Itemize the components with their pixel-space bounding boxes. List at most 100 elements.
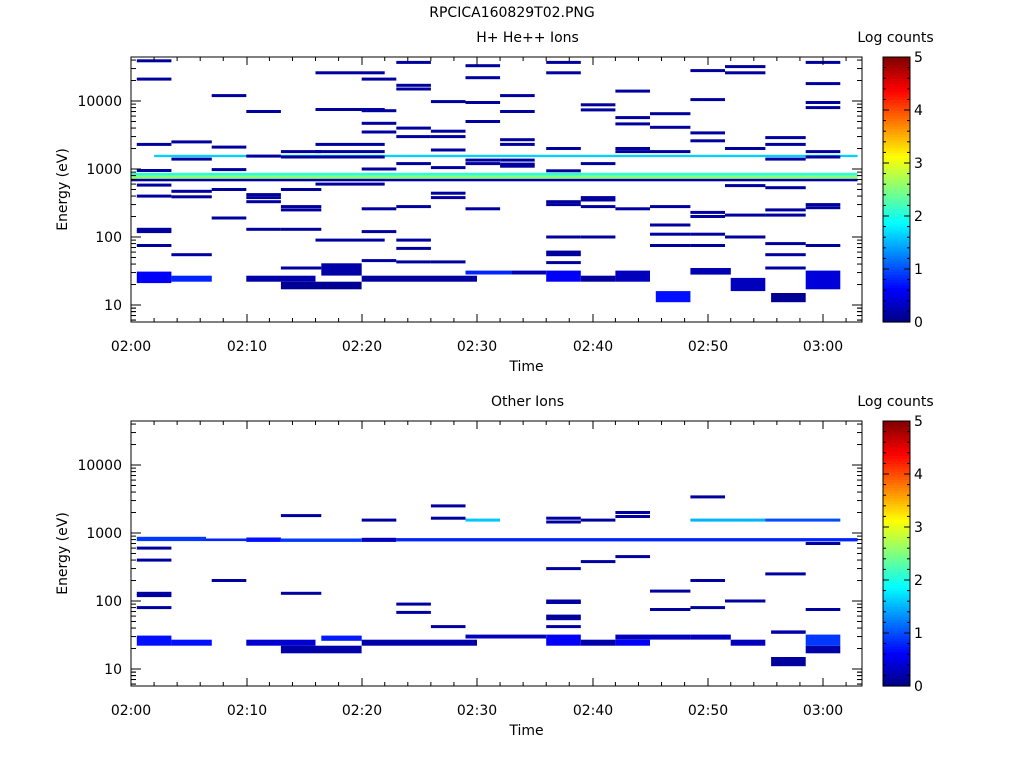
y-axis-label: Energy (eV): [55, 512, 71, 595]
colorbar-step: [883, 144, 910, 148]
colorbar-step: [883, 218, 910, 222]
heatmap-line: [546, 516, 581, 520]
colorbar-step: [883, 282, 910, 286]
colorbar-step: [883, 519, 910, 523]
colorbar-step: [883, 619, 910, 623]
heatmap-cell: [730, 277, 766, 292]
heatmap-line: [136, 244, 172, 247]
heatmap-line: [136, 77, 172, 81]
colorbar-step: [883, 516, 910, 520]
heatmap-line: [136, 230, 172, 234]
colorbar-step: [883, 550, 910, 555]
heatmap-line: [430, 129, 466, 133]
heatmap-line: [246, 154, 281, 158]
colorbar-step: [883, 444, 910, 449]
heatmap-cell: [730, 639, 766, 646]
heatmap-line: [465, 76, 501, 80]
colorbar-step: [883, 617, 910, 621]
colorbar-step: [883, 91, 910, 95]
colorbar-step: [883, 107, 910, 111]
colorbar-step: [883, 672, 910, 676]
heatmap-line: [580, 103, 616, 107]
heatmap-line: [465, 64, 501, 68]
colorbar-step: [883, 72, 910, 77]
heatmap-line: [430, 100, 466, 104]
heatmap-line: [500, 138, 535, 142]
heatmap-line: [280, 150, 322, 154]
heatmap-line: [361, 518, 397, 522]
heatmap-line: [396, 246, 431, 250]
heatmap-line: [690, 69, 725, 73]
x-tick-label: 02:50: [688, 339, 728, 355]
colorbar-frame: [882, 420, 911, 687]
heatmap-cell: [615, 270, 650, 282]
colorbar-step: [883, 231, 910, 236]
colorbar-step: [883, 163, 910, 167]
colorbar-step: [883, 80, 910, 85]
heatmap-line: [725, 213, 766, 217]
colorbar-step: [883, 123, 910, 127]
colorbar-step: [883, 189, 910, 193]
colorbar-step: [883, 139, 910, 143]
colorbar-step: [883, 635, 910, 639]
y-tick-label: 1000: [86, 162, 122, 178]
heatmap-cell: [805, 645, 841, 654]
colorbar-step: [883, 290, 910, 294]
heatmap-line: [500, 158, 535, 162]
heatmap-cell: [771, 657, 806, 667]
heatmap-line: [361, 167, 397, 171]
heatmap-line: [615, 555, 650, 559]
heatmap-line: [546, 71, 581, 75]
heatmap-line: [690, 215, 725, 218]
heatmap-cell: [771, 630, 806, 634]
colorbar-step: [883, 476, 910, 480]
colorbar-step: [883, 194, 910, 199]
colorbar-step: [883, 564, 910, 568]
heatmap-line: [465, 101, 501, 104]
colorbar-step: [883, 460, 910, 464]
x-tick-label: 03:00: [803, 339, 843, 355]
colorbar-step: [883, 463, 910, 467]
colorbar-step: [883, 149, 910, 153]
colorbar-step: [883, 250, 910, 254]
colorbar-step: [883, 574, 910, 578]
colorbar-step: [883, 590, 910, 594]
heatmap-line: [136, 606, 172, 610]
x-tick-label: 02:40: [573, 703, 613, 719]
colorbar-step: [883, 680, 910, 684]
colorbar-step: [883, 258, 910, 262]
colorbar-step: [883, 540, 910, 544]
x-tick-label: 02:00: [111, 703, 151, 719]
heatmap-line: [361, 130, 397, 134]
heatmap-line: [500, 94, 535, 98]
colorbar-step: [883, 487, 910, 491]
colorbar-step: [883, 505, 910, 510]
heatmap-line: [280, 208, 322, 212]
colorbar-step: [883, 656, 910, 661]
colorbar-step: [883, 319, 910, 323]
heatmap-line: [430, 166, 466, 170]
colorbar-step: [883, 271, 910, 275]
colorbar-step: [883, 534, 910, 539]
colorbar-step: [883, 601, 910, 605]
heatmap-line: [465, 120, 501, 123]
heatmap-line: [805, 106, 841, 110]
heatmap-line: [171, 140, 212, 144]
heatmap-cell: [580, 275, 616, 282]
colorbar-step: [883, 423, 910, 427]
colorbar-step: [883, 421, 910, 425]
colorbar-step: [883, 431, 910, 435]
heatmap-line: [580, 518, 616, 522]
colorbar-tick-label: 2: [914, 209, 923, 225]
colorbar-step: [883, 176, 910, 180]
heatmap-line: [430, 504, 466, 508]
heatmap-line: [765, 213, 806, 217]
colorbar-step: [883, 609, 910, 613]
colorbar-step: [883, 226, 910, 230]
colorbar-step: [883, 94, 910, 98]
colorbar-step: [883, 205, 910, 209]
heatmap-line: [615, 150, 650, 154]
colorbar-step: [883, 178, 910, 183]
heatmap-line: [765, 186, 806, 190]
colorbar-step: [883, 125, 910, 130]
